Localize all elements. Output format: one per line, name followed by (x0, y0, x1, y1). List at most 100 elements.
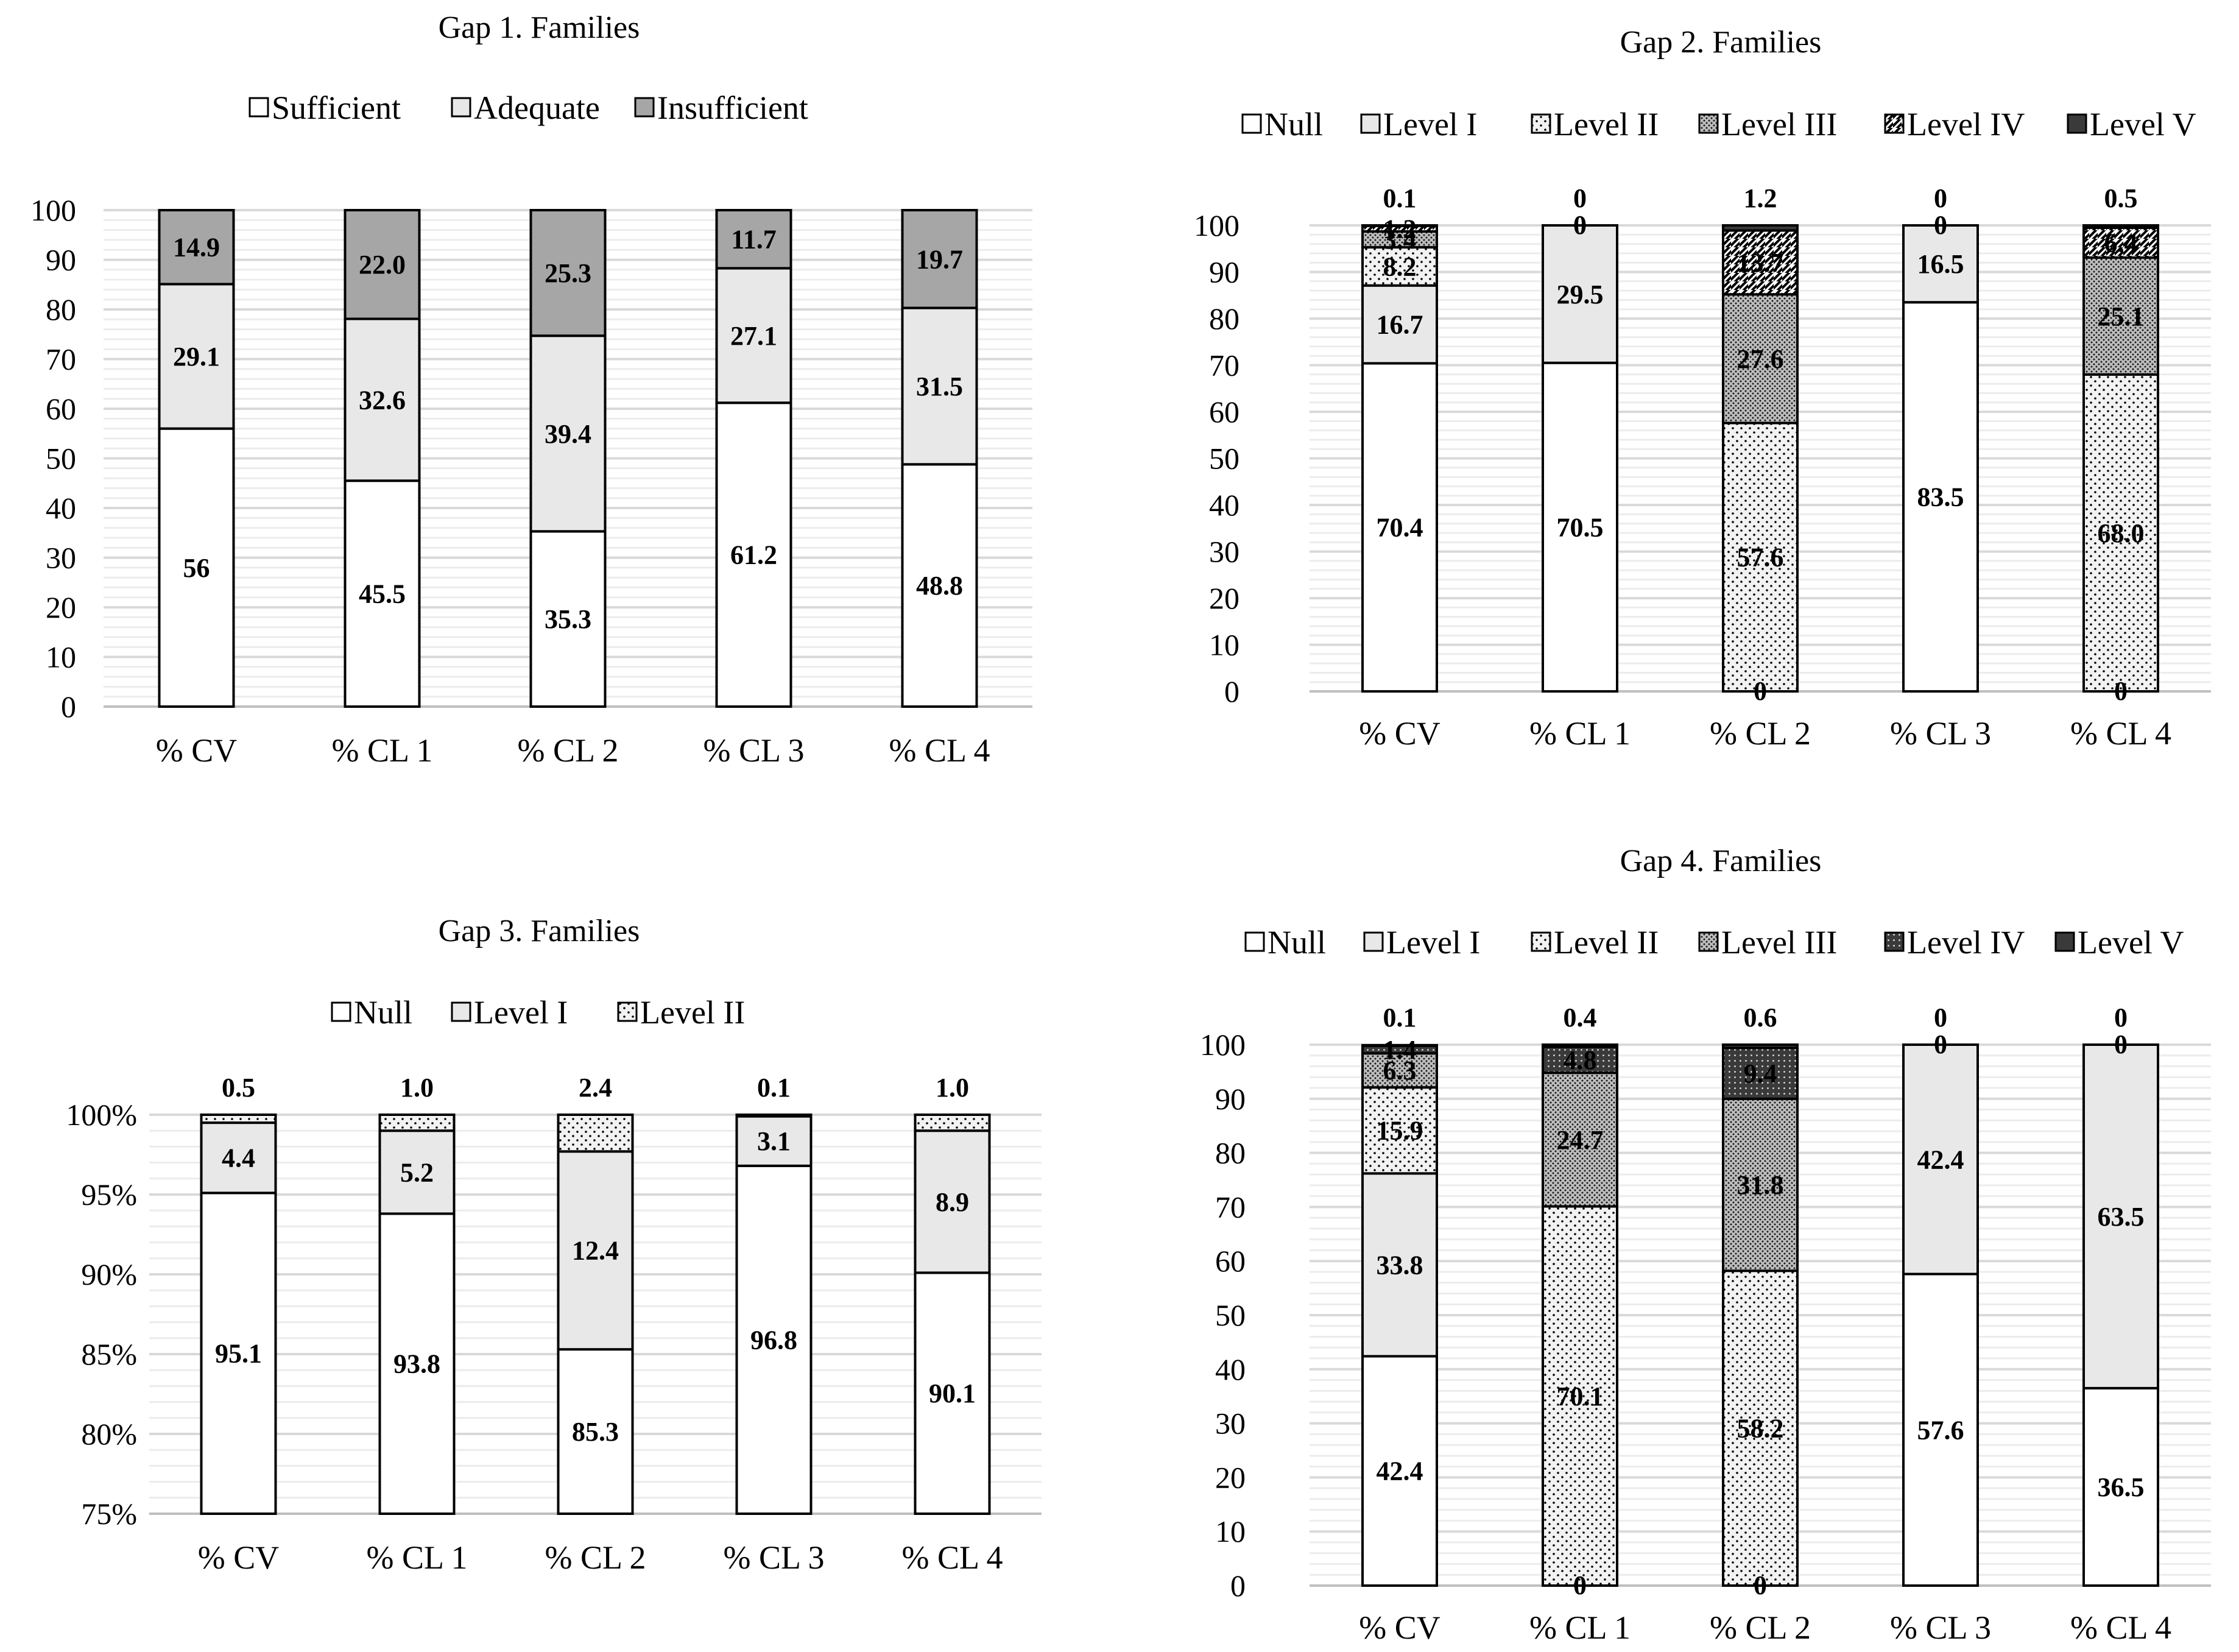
data-label: 8.9 (936, 1187, 969, 1217)
x-tick-label: % CL 2 (545, 1539, 646, 1576)
y-tick-label: 0 (61, 690, 76, 724)
bar-segment (2082, 226, 2159, 259)
data-label: 1.2 (1744, 183, 1777, 213)
data-label: 36.5 (2098, 1472, 2145, 1502)
data-label: 68.0 (2098, 518, 2145, 548)
data-label: 0 (1754, 1570, 1767, 1600)
chart-title: Gap 4. Families (1620, 844, 1822, 878)
bar-segment (1722, 229, 1799, 296)
data-label: 0 (1573, 210, 1587, 240)
data-label: 70.4 (1377, 513, 1423, 543)
bar-segment (1722, 224, 1799, 232)
bar-segment (914, 1129, 991, 1274)
bar-segment (1542, 1071, 1618, 1208)
axis: 0 10 20 30 40 50 60 70 80 90 100 % CV % CL 1 % CL 2 % … (30, 193, 1032, 769)
bar-segment (529, 530, 607, 708)
data-label: 95.1 (215, 1339, 262, 1369)
y-tick-label: 40 (1209, 488, 1239, 522)
data-label: 1.4 (1383, 1035, 1417, 1065)
data-labels: 95.1 4.4 0.5 93.8 5.2 1.0 85.3 12.4 2.4 96.8 3.1 0.… (215, 1073, 976, 1447)
x-tick-label: % CV (198, 1539, 280, 1576)
bar-segment (901, 306, 978, 466)
y-tick-label: 20 (1215, 1460, 1246, 1494)
legend-swatch (1698, 931, 1719, 952)
y-tick-label: 80 (1209, 302, 1239, 336)
x-tick-label: % CV (1359, 1609, 1440, 1646)
bar-segment (158, 209, 235, 286)
y-tick-label: 70 (1215, 1190, 1246, 1224)
data-label: 27.1 (730, 321, 777, 351)
x-tick-label: % CL 2 (1710, 1609, 1811, 1646)
data-label: 0 (1934, 183, 1947, 213)
bar-segment (378, 1129, 456, 1215)
data-label: 70.5 (1557, 512, 1604, 542)
data-label: 15.9 (1377, 1116, 1423, 1146)
data-label: 12.4 (572, 1236, 619, 1266)
y-tick-label: 50 (1209, 442, 1239, 476)
bar-segment (1902, 224, 1979, 304)
y-tick-label: 40 (1215, 1352, 1246, 1386)
data-label: 33.8 (1377, 1250, 1423, 1280)
bar-segment (2082, 1386, 2159, 1587)
data-label: 16.7 (1377, 310, 1423, 340)
bar-segment (1361, 362, 1438, 693)
bars (158, 209, 978, 708)
data-label: 0 (1934, 1003, 1947, 1032)
y-tick-label: 60 (1209, 395, 1239, 429)
legend-swatch (1241, 113, 1262, 134)
x-tick-label: % CL 3 (1890, 715, 1991, 752)
data-label: 63.5 (2098, 1202, 2145, 1232)
data-label: 1.0 (400, 1073, 434, 1103)
bar-segment (2082, 1043, 2159, 1389)
bar-segment (529, 334, 607, 533)
data-label: 0.1 (1383, 183, 1417, 213)
bar-segment (901, 463, 978, 708)
bar-segment (2082, 224, 2159, 229)
data-label: 83.5 (1917, 482, 1964, 512)
data-label: 61.2 (730, 540, 777, 570)
bar-segment (1722, 1043, 1799, 1050)
data-label: 0.5 (222, 1073, 255, 1103)
bar-segment (1902, 1273, 1979, 1587)
y-tick-label: 60 (1215, 1244, 1246, 1278)
data-label: 22.0 (359, 250, 406, 280)
bar-segment (1361, 1172, 1438, 1358)
x-tick-label: % CL 1 (1529, 715, 1631, 752)
data-label: 0.1 (757, 1073, 791, 1103)
data-label: 56 (183, 553, 210, 583)
bar-segment (735, 1164, 813, 1515)
bar-segment (344, 209, 421, 320)
data-label: 0 (2114, 676, 2128, 706)
data-label: 0.5 (2104, 183, 2138, 213)
y-tick-label: 20 (46, 590, 76, 624)
y-tick-label: 20 (1209, 581, 1239, 615)
bar-segment (715, 209, 792, 270)
legend-label: Null (354, 994, 412, 1031)
legend-label: Level II (1554, 924, 1659, 961)
y-tick-label: 75% (81, 1497, 137, 1531)
x-tick-label: % CV (1359, 715, 1440, 752)
legend-swatch (1244, 931, 1265, 952)
legend-swatch (1360, 113, 1381, 134)
y-tick-label: 10 (46, 640, 76, 674)
bar-segment (735, 1114, 813, 1118)
bar-segment (1542, 1045, 1618, 1075)
data-label: 25.3 (545, 258, 591, 288)
data-label: 29.1 (173, 342, 220, 372)
bar-segment (557, 1114, 634, 1153)
data-label: 24.7 (1557, 1125, 1604, 1155)
legend-label: Level IV (1907, 106, 2025, 143)
bar-segment (378, 1114, 456, 1132)
data-label: 85.3 (572, 1417, 619, 1447)
data-label: 0 (2114, 1029, 2128, 1059)
legend-label: Level IV (1907, 924, 2025, 961)
data-label: 0.4 (1564, 1003, 1597, 1032)
legend-swatch (1363, 931, 1384, 952)
data-label: 6.3 (1383, 1056, 1417, 1085)
x-tick-label: % CL 2 (1710, 715, 1811, 752)
y-tick-label: 100% (66, 1098, 137, 1132)
x-tick-label: % CL 3 (1890, 1609, 1991, 1646)
y-tick-label: 90 (46, 243, 76, 277)
y-tick-label: 95% (81, 1177, 137, 1212)
x-tick-label: % CV (156, 732, 238, 769)
